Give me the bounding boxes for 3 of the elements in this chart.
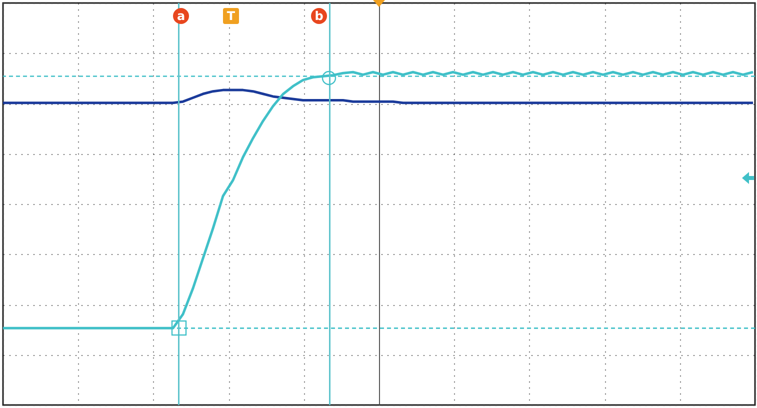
text: b [311, 8, 327, 24]
text: T [223, 8, 239, 24]
text: a [173, 8, 189, 24]
